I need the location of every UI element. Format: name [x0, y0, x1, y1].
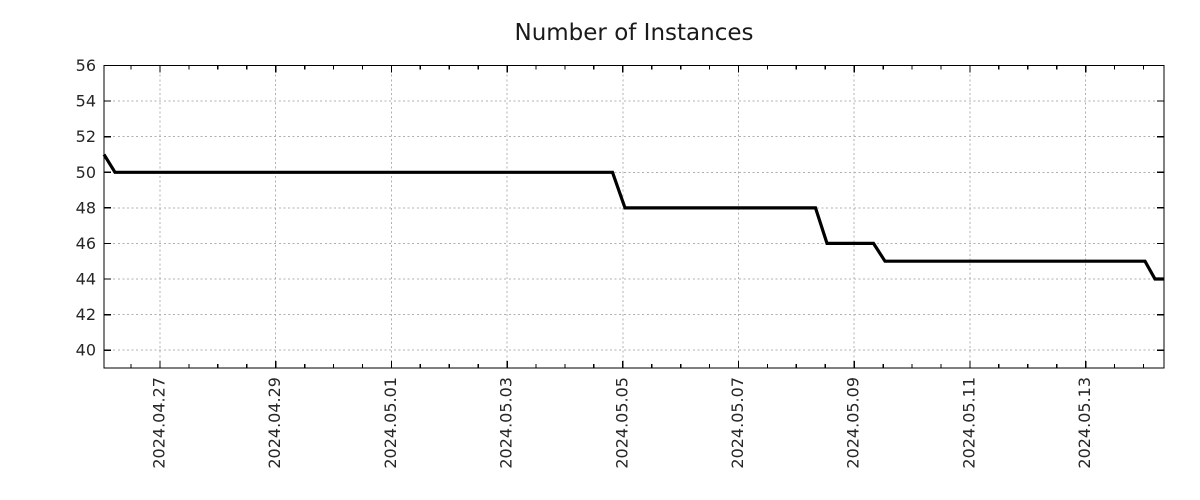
plot-border-rect — [103, 64, 1165, 369]
y-tick-label: 42 — [76, 305, 96, 324]
series-instances — [102, 153, 1164, 281]
y-tick-label: 46 — [76, 234, 96, 253]
y-tick-label: 44 — [76, 270, 96, 289]
x-tick-labels: 2024.04.27 2024.04.29 2024.05.01 2024.05.03… — [149, 377, 1094, 469]
y-tick-label: 50 — [76, 163, 96, 182]
x-tick-label: 2024.05.03 — [497, 377, 516, 469]
x-gridlines — [159, 65, 1087, 368]
x-tick-label: 2024.05.11 — [959, 377, 978, 469]
x-tick-label: 2024.05.09 — [844, 377, 863, 469]
y-tick-label: 40 — [76, 341, 96, 360]
chart-title: Number of Instances — [515, 20, 754, 46]
x-tick-label: 2024.05.07 — [728, 377, 747, 469]
y-tick-label: 52 — [76, 127, 96, 146]
plot-border — [103, 64, 1165, 369]
series-line — [102, 153, 1164, 281]
y-tick-labels: 40 42 44 46 48 50 52 54 56 — [76, 56, 96, 360]
x-tick-label: 2024.04.29 — [265, 377, 284, 469]
x-tick-label: 2024.04.27 — [149, 377, 168, 469]
y-tick-label: 54 — [76, 92, 96, 111]
x-tick-label: 2024.05.01 — [381, 377, 400, 469]
x-tick-label: 2024.05.05 — [612, 377, 631, 469]
axis-ticks — [104, 64, 1164, 368]
x-tick-label: 2024.05.13 — [1075, 377, 1094, 469]
y-tick-label: 56 — [76, 56, 96, 75]
y-tick-label: 48 — [76, 198, 96, 217]
